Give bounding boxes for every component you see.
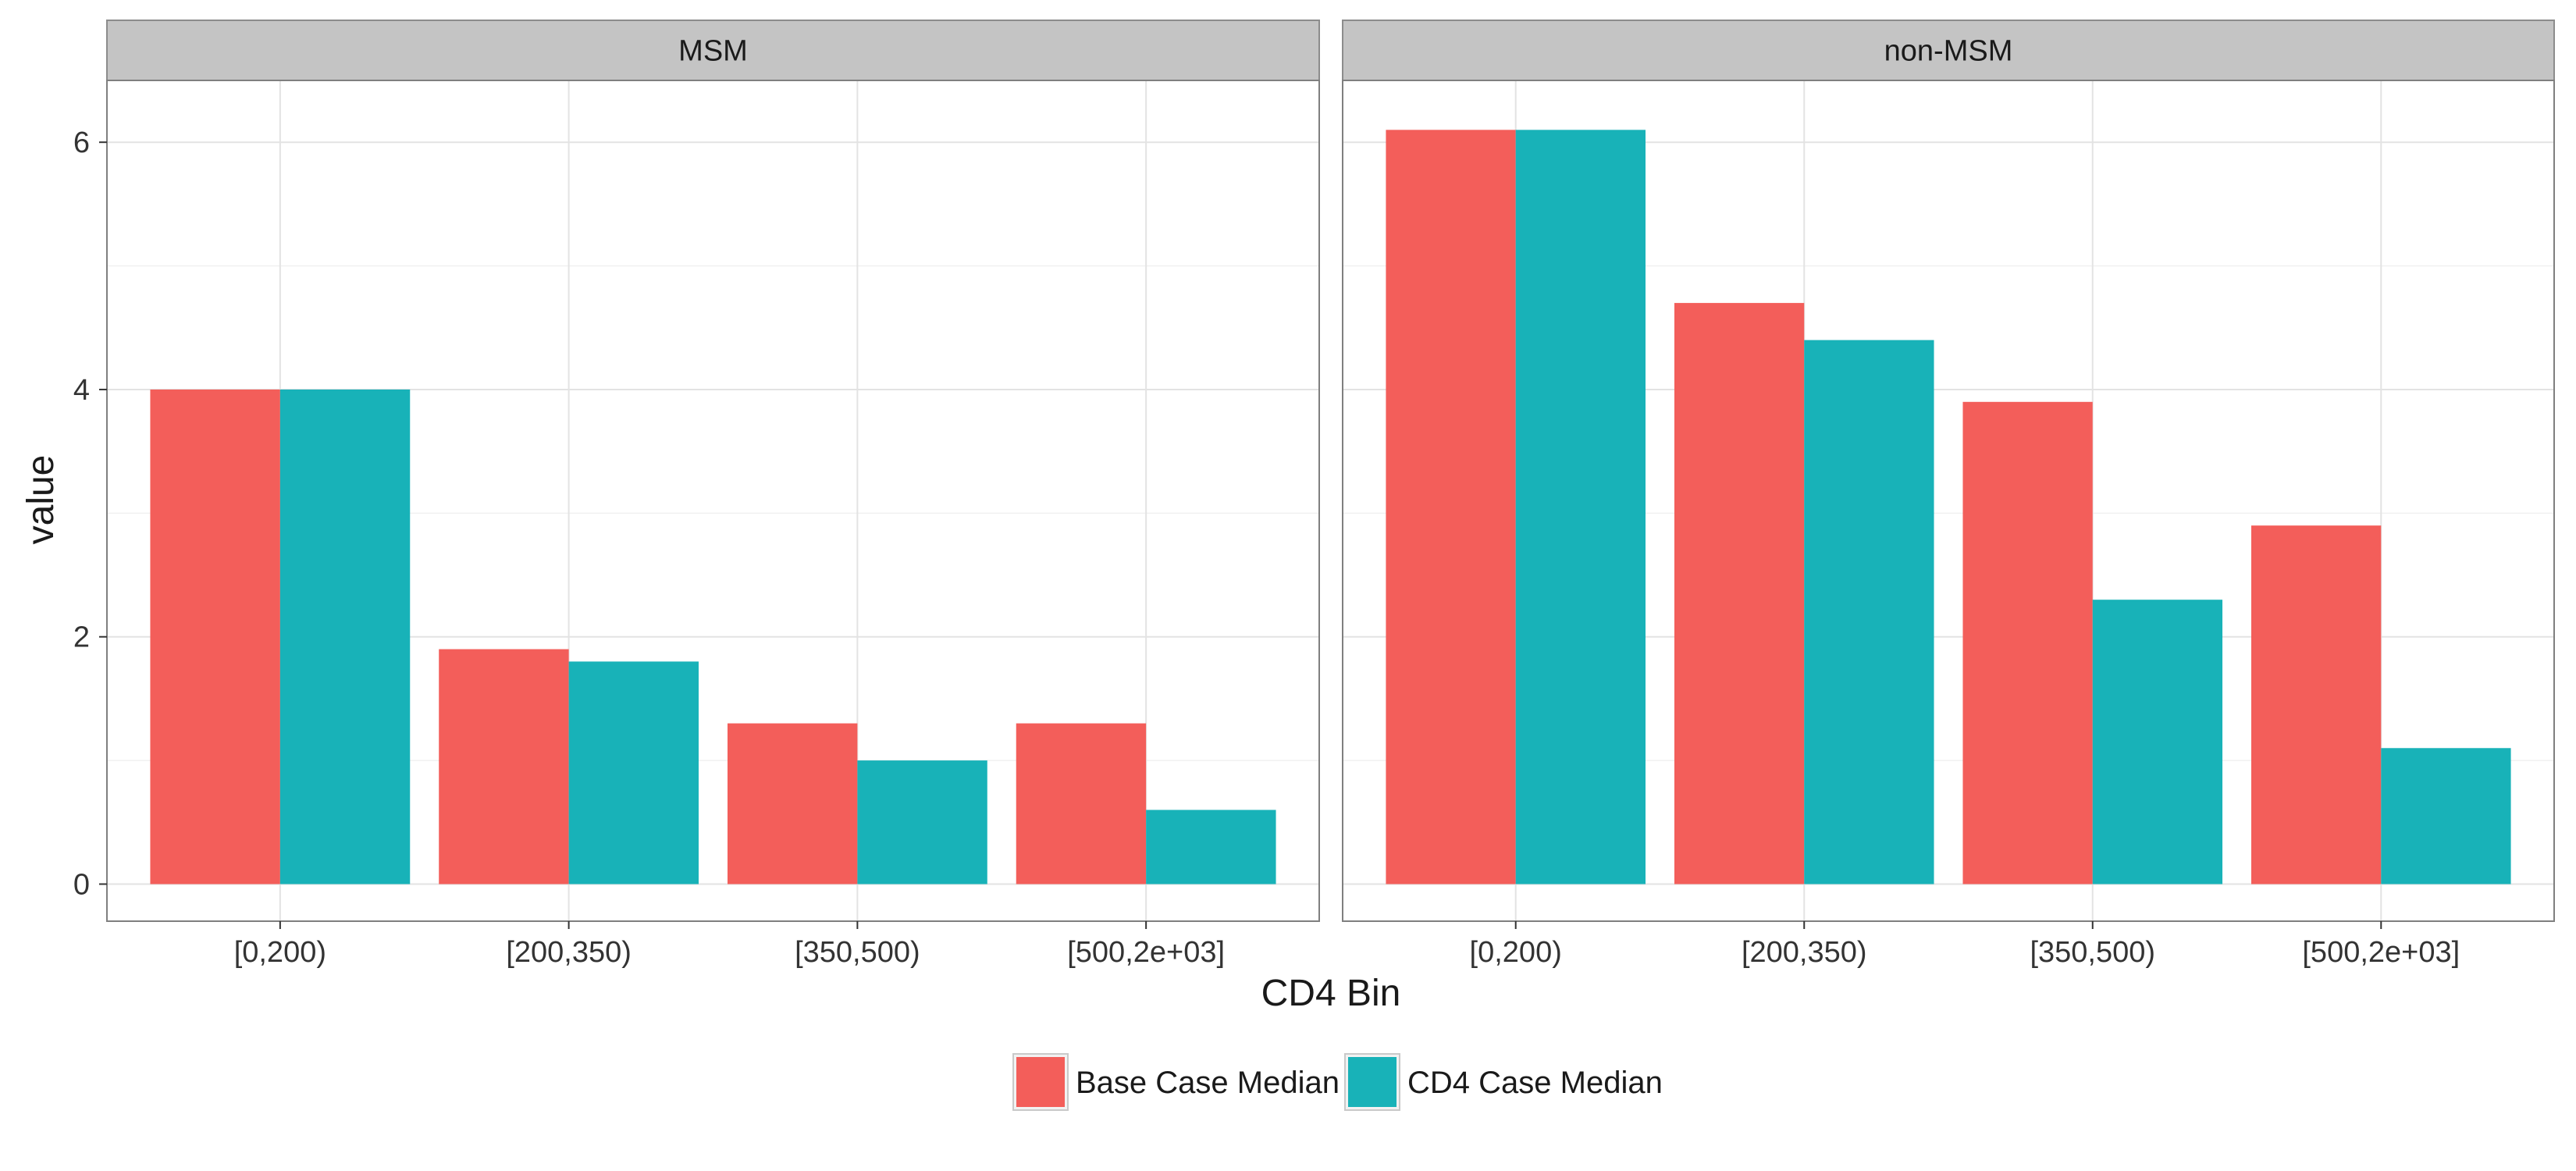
facet-panel-1: non-MSM [0,200) [200,350) [350,500) [500,2e+… [1342,20,2555,969]
bar [857,760,987,884]
facet-strip-label: non-MSM [1884,35,2013,68]
x-tick-label: [350,500) [2030,936,2155,969]
bar [1016,723,1147,884]
y-tick-label: 0 [73,868,90,901]
facet-strip-label: MSM [678,35,748,68]
bar [1515,130,1646,884]
legend-label: CD4 Case Median [1407,1066,1663,1100]
bar [2381,748,2511,884]
bar [2092,600,2223,884]
x-axis-title: CD4 Bin [1261,973,1401,1014]
bar [727,723,858,884]
x-tick-label: [200,350) [1742,936,1867,969]
bar [150,389,280,884]
y-axis-title: value [20,455,62,545]
facet-strip [1342,20,2555,81]
x-tick-label: [0,200) [234,936,326,969]
legend-label: Base Case Median [1076,1066,1340,1100]
panel-border [1342,80,2555,922]
chart-panels: MSM [0,200) [200,350) [350,500) [500,2e+03] 0… [73,20,2555,969]
y-tick-label: 6 [73,126,90,159]
bar [2251,525,2382,884]
panel-border [106,80,1320,922]
bar [568,661,699,884]
bar [1674,303,1805,884]
bar [279,389,411,884]
x-tick-label: [500,2e+03] [2302,936,2460,969]
legend-swatch [1016,1057,1065,1107]
y-tick-label: 2 [73,621,90,654]
x-tick-label: [350,500) [795,936,920,969]
facet-strip [106,20,1320,81]
bar [439,649,569,884]
x-tick-label: [200,350) [506,936,632,969]
legend: Base Case Median CD4 Case Median [1012,1053,1663,1111]
bar [1962,401,2093,884]
x-tick-label: [0,200) [1470,936,1562,969]
y-tick-label: 4 [73,374,90,407]
bar [1386,130,1516,884]
bar [1146,810,1276,884]
legend-item: Base Case Median [1012,1053,1340,1111]
facet-panel-0: MSM [0,200) [200,350) [350,500) [500,2e+03] 0… [73,20,1320,969]
bar [1804,340,1934,884]
legend-item: CD4 Case Median [1344,1053,1663,1111]
x-tick-label: [500,2e+03] [1067,936,1225,969]
legend-swatch [1348,1057,1397,1107]
